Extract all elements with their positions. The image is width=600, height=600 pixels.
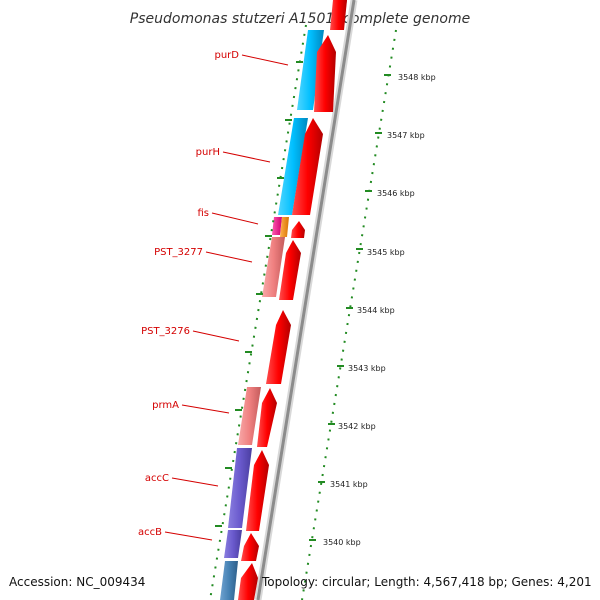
scale-label: 3543 kbp [348, 364, 386, 373]
gene-fis-adjacent [280, 217, 289, 237]
topology-text: Topology: circular; Length: 4,567,418 bp… [261, 575, 592, 589]
scale-label: 3548 kbp [398, 73, 436, 82]
accession-text: Accession: NC_009434 [9, 575, 145, 589]
cds-arrow [292, 118, 323, 215]
scale-label: 3547 kbp [387, 131, 425, 140]
gene-label-accC: accC [145, 473, 169, 484]
cds-arrow [279, 240, 301, 300]
gene-label-prmA: prmA [152, 400, 179, 411]
scale-ticks [309, 74, 391, 541]
gene-partial-bottom [220, 561, 238, 600]
cds-arrow [238, 563, 258, 600]
cds-arrow [314, 35, 336, 112]
gene-label-purD: purD [215, 50, 240, 61]
gene-accB [224, 530, 242, 558]
gene-fis [272, 217, 282, 235]
scale-label: 3541 kbp [330, 480, 368, 489]
gene-purD [297, 30, 324, 110]
gene-prmA [238, 387, 261, 445]
gene-label-purH: purH [196, 147, 220, 158]
scale-label: 3540 kbp [323, 538, 361, 547]
cds-arrow [330, 0, 347, 30]
cds-arrow [266, 310, 291, 384]
cds-arrow [241, 533, 259, 561]
gene-PST_3277 [262, 237, 285, 297]
forward-strand-features [238, 0, 347, 600]
scale-label: 3546 kbp [377, 189, 415, 198]
gene-label-PST_3277: PST_3277 [154, 247, 203, 258]
cds-arrow [291, 221, 305, 238]
gene-labels: purD purH fis PST_3277 PST_3276 prmA acc… [138, 50, 289, 541]
gene-purH [278, 118, 308, 215]
scale-label: 3542 kbp [338, 422, 376, 431]
gene-accC [228, 448, 252, 528]
reverse-strand-features [220, 0, 347, 600]
cds-arrow [257, 388, 277, 447]
scale-label: 3545 kbp [367, 248, 405, 257]
gene-label-fis: fis [197, 208, 209, 219]
gene-label-PST_3276: PST_3276 [141, 326, 190, 337]
genome-backbone [254, 0, 358, 600]
inner-guide-ticks [215, 61, 303, 527]
map-title: Pseudomonas stutzeri A1501, complete gen… [130, 11, 470, 27]
gene-label-accB: accB [138, 527, 162, 538]
scale-line [301, 29, 397, 600]
cds-arrow [246, 450, 269, 531]
scale-label: 3544 kbp [357, 306, 395, 315]
scale-labels: 3548 kbp 3547 kbp 3546 kbp 3545 kbp 3544… [323, 73, 436, 547]
